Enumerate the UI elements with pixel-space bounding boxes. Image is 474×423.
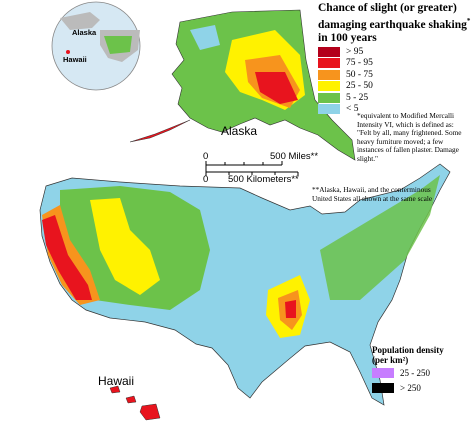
aleutians (129, 119, 191, 143)
legend-label: < 5 (346, 104, 359, 115)
scale-label: 500 Kilometers** (228, 174, 299, 185)
footnote: *equivalent to Modified Mercalli Intensi… (357, 111, 462, 163)
legend-swatch (318, 81, 340, 92)
globe-label: Hawaii (63, 55, 87, 64)
globe-label: Alaska (72, 28, 97, 37)
globe-hawaii (66, 50, 70, 54)
legend-item: 50 - 75 (318, 69, 373, 81)
population-legend: Population density (per km²) 25 - 250 > 250 (372, 345, 444, 395)
legend-swatch (318, 104, 340, 115)
legend-swatch (372, 382, 394, 393)
legend-item: 5 - 25 (318, 92, 373, 104)
us-hazard (320, 175, 440, 300)
region-label: Alaska (221, 124, 258, 138)
legend-item: > 95 (318, 46, 373, 58)
legend-item: 25 - 250 (372, 365, 444, 380)
legend-label: 5 - 25 (346, 92, 369, 103)
title-line: Chance of slight (or greater) (318, 2, 457, 14)
map-title: Chance of slight (or greater) damaging ea… (318, 2, 470, 45)
legend-label: 25 - 250 (400, 367, 430, 378)
alaska-hazard (255, 72, 298, 104)
legend-swatch (318, 58, 340, 69)
legend-label: 25 - 50 (346, 81, 373, 92)
population-unit: (per km²) (372, 355, 409, 365)
us-hazard (285, 300, 296, 318)
scale-label: 0 (203, 174, 209, 185)
scale-tick (205, 161, 299, 176)
legend-item: > 250 (372, 380, 444, 395)
title-mark: * (466, 17, 471, 25)
legend-label: > 250 (400, 382, 421, 393)
legend-item: 25 - 50 (318, 81, 373, 93)
hawaii-land (109, 385, 161, 421)
legend: > 95 75 - 95 50 - 75 25 - 50 5 - 25 < 5 (318, 46, 373, 115)
legend-label: 75 - 95 (346, 58, 373, 69)
legend-item: 75 - 95 (318, 58, 373, 70)
globe-us (104, 36, 132, 54)
legend-item: < 5 (318, 104, 373, 116)
legend-label: 50 - 75 (346, 69, 373, 80)
legend-swatch (318, 46, 340, 57)
alaska-hazard (190, 25, 220, 50)
us-hazard (42, 215, 92, 300)
us-hazard (90, 198, 160, 295)
scale-label: 0 (203, 151, 209, 162)
scale-note: **Alaska, Hawaii, and the conterminous U… (312, 185, 433, 203)
title-line: damaging earthquake shaking* (318, 15, 470, 32)
legend-swatch (318, 92, 340, 103)
title-line: in 100 years (318, 31, 377, 44)
population-title: Population density (372, 345, 444, 355)
title-text: damaging earthquake shaking (318, 18, 467, 31)
legend-swatch (318, 69, 340, 80)
scale-label: 500 Miles** (270, 151, 319, 162)
legend-label: > 95 (346, 46, 364, 57)
legend-swatch (372, 367, 394, 378)
region-label: Hawaii (98, 374, 135, 388)
